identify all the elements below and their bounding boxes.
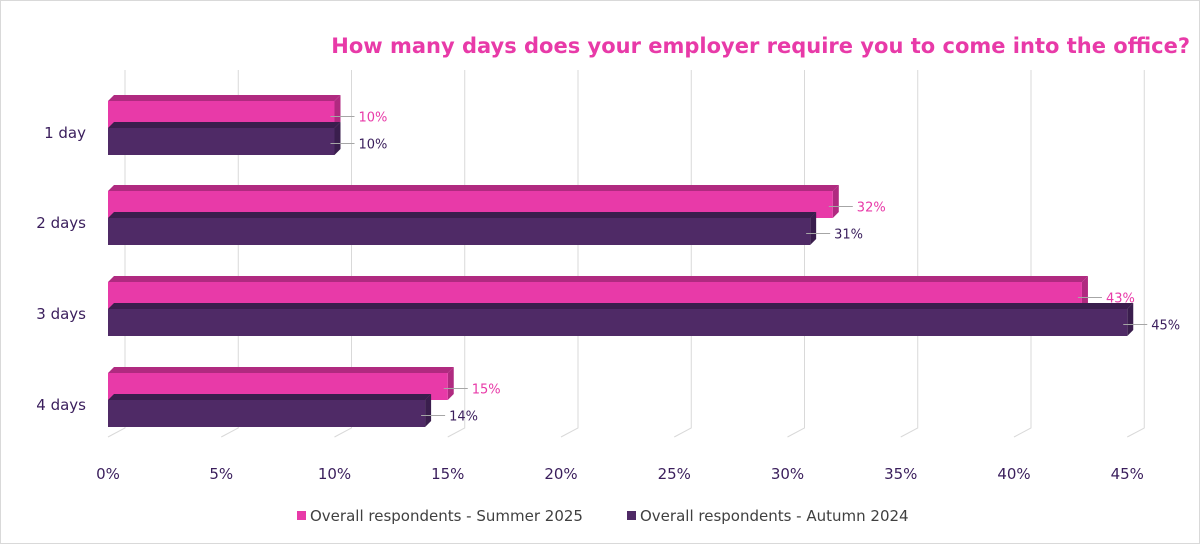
chart-title: How many days does your employer require…	[331, 34, 1190, 58]
gridline	[1013, 70, 1032, 438]
gridline	[900, 70, 919, 438]
legend-swatch	[627, 511, 636, 520]
x-tick-label: 30%	[771, 465, 804, 483]
x-tick-label: 0%	[96, 465, 120, 483]
legend-label: Overall respondents - Autumn 2024	[640, 507, 909, 525]
x-tick-label: 45%	[1111, 465, 1144, 483]
data-label: 14%	[449, 410, 478, 425]
legend: Overall respondents - Summer 2025 Overall…	[297, 507, 909, 525]
x-tick-label: 25%	[658, 465, 691, 483]
labels-layer: 1 day 2 days 3 days 4 days 10% 32% 43% 15% 10% 31…	[36, 111, 1180, 425]
data-label: 10%	[359, 138, 388, 153]
data-label: 32%	[857, 201, 886, 216]
x-tick-label: 5%	[209, 465, 233, 483]
data-label: 15%	[472, 383, 501, 398]
gridline	[1127, 70, 1145, 438]
bars-layer	[108, 95, 1134, 427]
legend-label: Overall respondents - Summer 2025	[310, 507, 583, 525]
x-tick-label: 15%	[431, 465, 464, 483]
bar-autumn-2024	[108, 212, 817, 245]
x-tick-label: 40%	[997, 465, 1030, 483]
gridline	[674, 70, 692, 438]
bar-autumn-2024	[108, 394, 432, 427]
gridline	[560, 70, 579, 438]
category-label: 2 days	[36, 214, 86, 232]
data-label: 45%	[1151, 319, 1180, 334]
legend-swatch	[297, 511, 306, 520]
x-tick-label: 10%	[318, 465, 351, 483]
x-tick-label: 35%	[884, 465, 917, 483]
data-label: 31%	[834, 228, 863, 243]
gridline	[787, 70, 805, 438]
data-label: 10%	[359, 111, 388, 126]
bar-autumn-2024	[108, 122, 341, 155]
bar-autumn-2024	[108, 303, 1134, 336]
x-tick-label: 20%	[544, 465, 577, 483]
category-label: 4 days	[36, 396, 86, 414]
category-label: 3 days	[36, 305, 86, 323]
data-label: 43%	[1106, 292, 1135, 307]
category-label: 1 day	[44, 124, 86, 142]
